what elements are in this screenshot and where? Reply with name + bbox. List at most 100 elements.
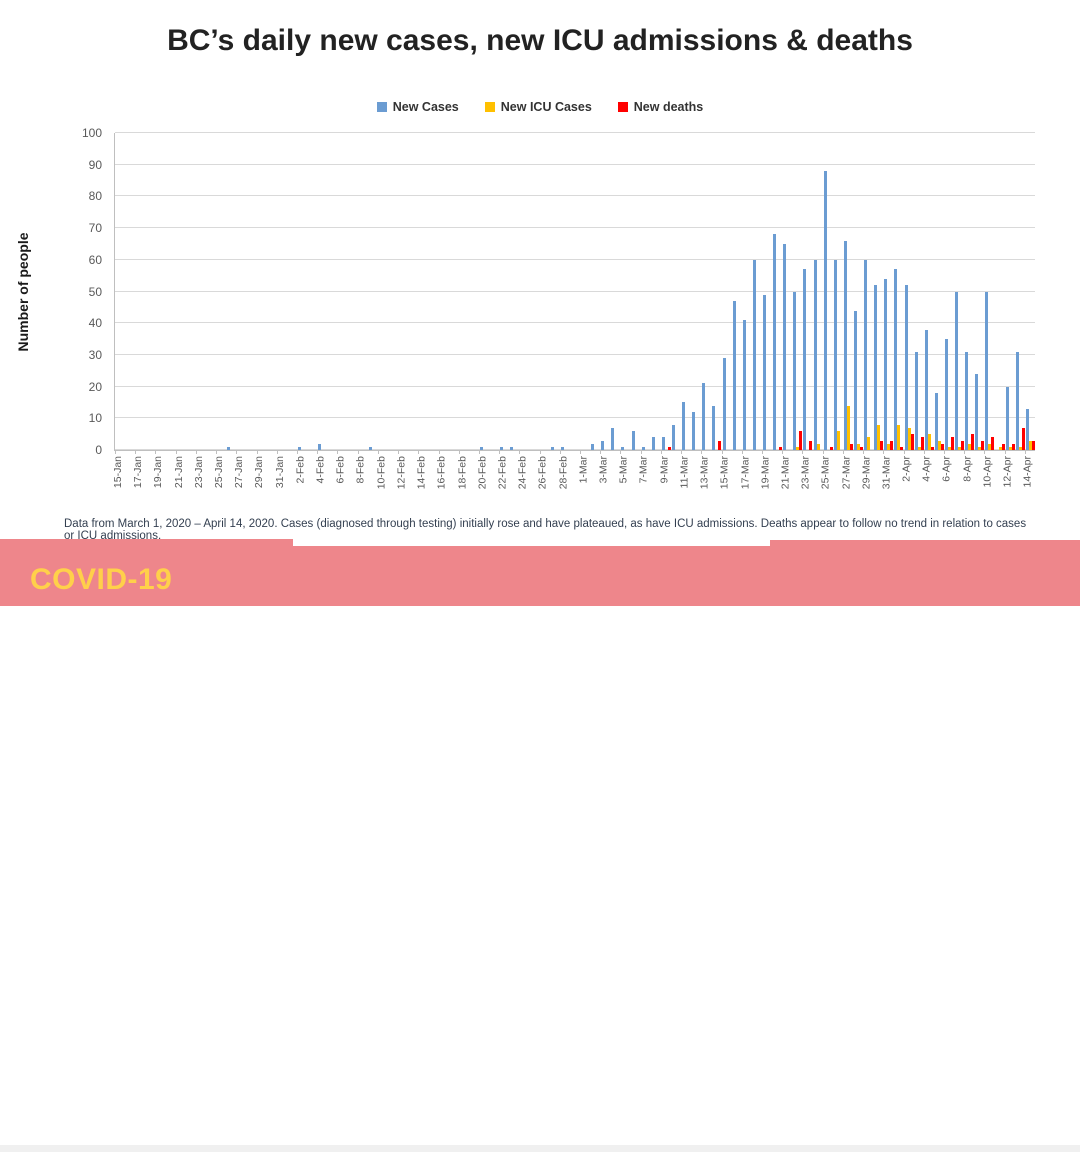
bar-new-cases: [763, 294, 766, 450]
x-axis-tick: [418, 450, 420, 454]
x-tick-label: 16-Feb: [435, 456, 448, 490]
x-axis-tick: [842, 450, 844, 454]
bar-new-deaths: [718, 440, 722, 450]
bar-group: 26-Feb: [537, 133, 550, 489]
bar-new-cases: [955, 291, 959, 450]
bar-group: 9-Mar: [658, 133, 671, 483]
bar-new-deaths: [1021, 427, 1025, 450]
bar-new-icu-cases: [1018, 446, 1022, 450]
bar-new-cases: [894, 269, 898, 450]
bar-new-icu-cases: [867, 437, 871, 450]
bar-group: [732, 133, 742, 450]
x-tick-label: 19-Mar: [759, 456, 772, 490]
x-tick-label: 18-Feb: [455, 456, 468, 490]
bar-new-cases: [773, 234, 777, 450]
bar-new-deaths: [1031, 440, 1035, 450]
bar-group: 6-Apr: [941, 133, 954, 482]
x-axis-tick: [863, 450, 865, 454]
bar-new-deaths: [961, 440, 965, 450]
x-axis-tick: [984, 450, 986, 454]
bar-new-cases: [1015, 351, 1019, 450]
bar-group: [206, 133, 216, 450]
x-axis-tick: [944, 450, 945, 454]
bar-group: 29-Jan: [254, 133, 267, 488]
bar-group: [166, 133, 176, 450]
bar-new-cases: [752, 259, 756, 450]
x-axis-tick: [559, 450, 561, 454]
bar-group: [772, 133, 783, 450]
x-tick-label: 29-Jan: [253, 456, 266, 489]
bar-new-cases: [682, 402, 686, 450]
bar-new-cases: [591, 443, 595, 450]
bar-new-cases: [500, 446, 504, 450]
x-tick-label: 21-Mar: [779, 456, 792, 490]
bar-new-deaths: [900, 446, 904, 450]
bar-new-cases: [227, 446, 231, 450]
x-axis-tick: [377, 450, 379, 454]
y-axis-tick-labels: 0 10 20 30 40 50 60 70 80 90 100: [70, 126, 108, 457]
x-tick-label: 31-Mar: [880, 456, 893, 490]
x-tick-label: 12-Feb: [395, 456, 408, 490]
bar-new-cases: [944, 339, 948, 450]
bar-group: [934, 133, 944, 450]
bar-new-cases: [601, 440, 605, 450]
bar-group: [509, 133, 519, 450]
x-axis-tick: [782, 450, 784, 454]
bar-new-cases: [985, 291, 989, 450]
bar-new-cases: [823, 171, 827, 450]
x-axis-tick: [620, 450, 622, 454]
bar-group: [388, 133, 398, 450]
bar-group: 12-Apr: [1002, 133, 1015, 488]
x-tick-label: 12-Apr: [1001, 456, 1014, 488]
bar-group: [671, 133, 681, 450]
bar-new-deaths: [981, 440, 985, 450]
bar-new-cases: [479, 446, 483, 450]
x-axis-tick: [357, 450, 359, 454]
bar-new-cases: [297, 446, 301, 450]
x-tick-label: 5-Mar: [617, 456, 630, 484]
bar-new-cases: [965, 351, 969, 450]
bar-new-cases: [884, 278, 888, 450]
bar-new-icu-cases: [897, 424, 901, 450]
bar-group: 18-Feb: [456, 133, 469, 489]
bar-new-cases: [318, 443, 322, 450]
y-tick-label: 10: [88, 411, 102, 426]
x-tick-label: 14-Feb: [415, 456, 428, 490]
bar-group: [833, 133, 843, 450]
bar-new-cases: [712, 405, 716, 450]
x-tick-label: 27-Jan: [233, 456, 246, 489]
covid-19-banner-title: COVID-19: [30, 563, 173, 596]
bar-group: 11-Mar: [678, 133, 691, 488]
x-axis-tick: [478, 450, 480, 454]
bar-group: 21-Mar: [779, 133, 792, 489]
bar-group: 23-Mar: [800, 133, 813, 489]
x-tick-label: 1-Mar: [577, 456, 590, 484]
x-axis-tick: [660, 450, 662, 454]
bar-group: [469, 133, 479, 450]
bar-group: 14-Apr: [1022, 133, 1035, 488]
bar-group: 4-Feb: [314, 133, 327, 483]
bar-new-deaths: [809, 440, 813, 450]
x-axis-tick: [519, 450, 521, 454]
bar-group: 20-Feb: [476, 133, 489, 489]
bar-group: 13-Mar: [698, 133, 711, 489]
x-axis-tick: [600, 450, 602, 454]
x-tick-label: 3-Mar: [597, 456, 610, 484]
bar-new-deaths: [930, 446, 934, 450]
chart-gridlines: [115, 132, 1035, 450]
bar-new-cases: [651, 437, 655, 450]
x-tick-label: 25-Jan: [213, 456, 226, 489]
x-tick-label: 11-Mar: [678, 456, 691, 489]
bar-new-icu-cases: [978, 446, 982, 450]
x-axis-tick: [296, 450, 298, 454]
bar-group: [226, 133, 236, 450]
bar-new-icu-cases: [846, 405, 850, 450]
y-axis-title: Number of people: [15, 231, 31, 352]
bar-new-cases: [661, 437, 665, 450]
bar-new-icu-cases: [816, 443, 820, 450]
bar-new-cases: [1005, 386, 1009, 450]
bar-new-cases: [874, 285, 878, 450]
x-axis-tick: [883, 450, 885, 454]
banner-step-left: [0, 539, 293, 547]
bar-new-icu-cases: [796, 446, 800, 450]
